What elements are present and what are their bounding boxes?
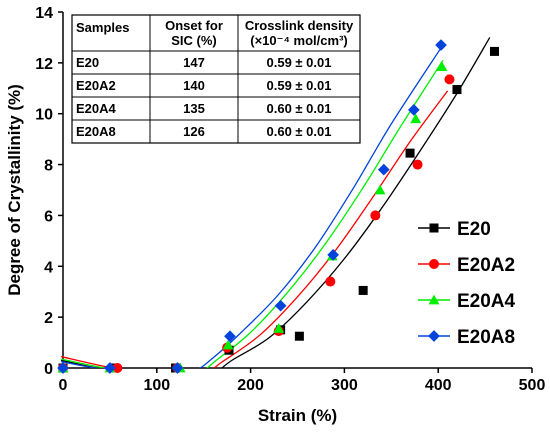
point-e20a4 [273,323,285,333]
point-e20a8 [435,39,447,51]
fit-curves [60,37,491,368]
point-e20a8 [171,362,184,374]
point-e20a2 [370,210,381,221]
table-cell: 140 [183,78,205,93]
legend-label-e20: E20 [457,219,491,240]
point-e20a8 [327,248,339,261]
point-e20a2 [325,276,336,287]
table-cell: 0.59 ± 0.01 [267,55,332,70]
table-header-cell: Crosslink density [245,18,354,33]
table-cell: E20A2 [76,78,116,93]
point-e20a2 [444,74,455,85]
table-cell: E20 [76,55,99,70]
point-e20a2 [412,159,423,170]
point-e20a8 [224,330,236,343]
point-e20a4 [410,113,422,124]
table-cell: 0.59 ± 0.01 [267,78,332,93]
point-e20a8 [377,163,390,176]
fit-curve-e20 [60,37,491,368]
y-tick-label: 4 [44,259,53,276]
y-tick-label: 2 [44,310,53,327]
legend: E20 E20A2 E20A4 E20A8 [418,219,516,348]
point-e20 [294,331,304,341]
table-header-cell: SIC (%) [171,33,217,48]
table-header-cell: Samples [76,20,129,35]
table-cell: E20A4 [76,101,117,116]
point-e20a4 [374,184,386,195]
table-cell: 126 [183,124,205,139]
legend-marker-e20a4 [428,294,440,305]
y-tick-label: 10 [35,107,53,124]
y-tick-label: 14 [35,5,53,22]
fit-curve-e20a4 [60,59,444,368]
table-frame [71,14,361,144]
fit-curve-e20a2 [60,90,449,368]
y-tick-label: 12 [35,56,53,73]
axes-layer: 0 100 200 300 400 500 0 2 4 6 8 10 12 14 [35,5,545,394]
legend-label-e20a8: E20A8 [457,327,515,348]
table-header-cell: Onset for [165,18,223,33]
point-e20a8 [274,299,287,312]
point-e20 [452,85,462,95]
legend-marker-e20a8 [428,330,440,342]
table-cell: E20A8 [76,124,116,139]
point-e20a8 [104,362,116,374]
table-cell: 0.60 ± 0.01 [267,124,332,139]
x-tick-label: 300 [331,377,358,394]
point-e20a4 [436,61,448,71]
data-points [57,39,499,374]
x-tick-label: 200 [237,377,264,394]
legend-label-e20a4: E20A4 [457,291,516,312]
point-e20 [358,285,368,295]
point-e20a4 [222,339,234,350]
x-tick-label: 0 [59,377,68,394]
table-cell: 135 [183,101,205,116]
y-tick-label: 8 [44,158,53,175]
x-tick-label: 400 [425,377,452,394]
x-axis-title: Strain (%) [258,406,337,425]
table-cell: 0.60 ± 0.01 [267,101,332,116]
y-axis-title: Degree of Crystallinity (%) [5,84,24,296]
legend-marker-e20 [429,223,439,233]
point-e20a8 [407,104,420,116]
table-cell: 147 [183,55,205,70]
y-tick-label: 6 [44,208,53,225]
x-tick-label: 500 [519,377,546,394]
fit-curve-e20a8 [61,44,444,368]
legend-label-e20a2: E20A2 [457,255,515,276]
point-e20 [405,148,415,158]
point-e20a8 [57,362,69,374]
legend-marker-e20a2 [429,259,439,269]
point-e20 [489,46,499,56]
x-tick-label: 100 [143,377,170,394]
y-tick-label: 0 [44,361,53,378]
point-e20a2 [112,363,123,373]
table-header-cell: (×10⁻⁴ mol/cm³) [250,33,347,48]
